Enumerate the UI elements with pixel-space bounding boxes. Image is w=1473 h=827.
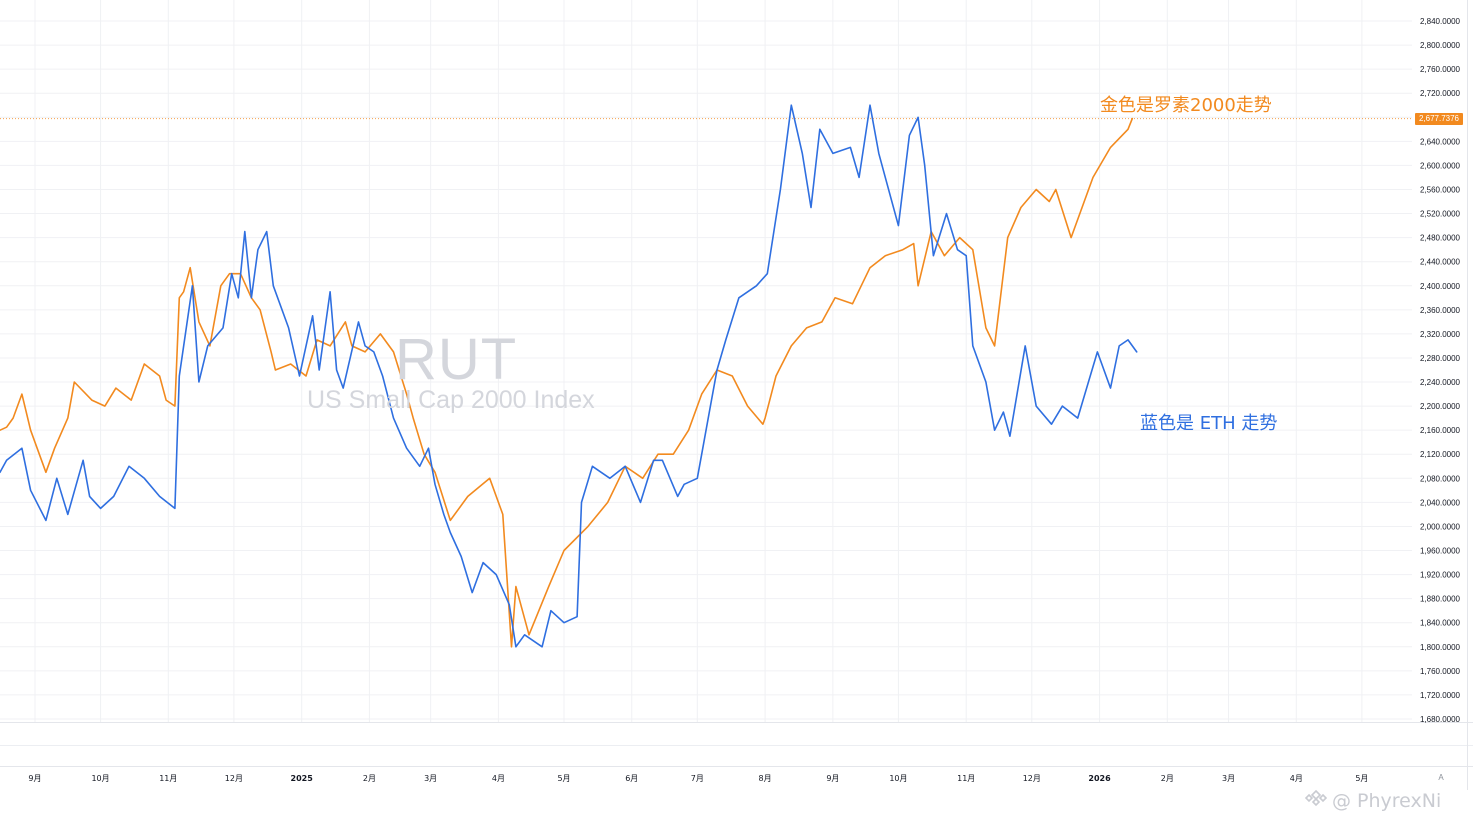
x-tick-label: 9月	[826, 774, 839, 783]
y-tick-label: 2,320.0000	[1420, 330, 1461, 339]
x-tick-label: 7月	[691, 774, 704, 783]
y-tick-label: 1,880.0000	[1420, 595, 1461, 604]
y-tick-label: 2,480.0000	[1420, 234, 1461, 243]
y-tick-label: 1,680.0000	[1420, 715, 1461, 724]
y-axis[interactable]: 2,840.0000 2,800.0000 2,760.0000 2,720.0000…	[1420, 17, 1461, 724]
x-tick-label: 11月	[159, 774, 177, 783]
y-tick-label: 1,840.0000	[1420, 619, 1461, 628]
auto-scale-button[interactable]: A	[1438, 773, 1444, 782]
x-tick-label: 4月	[492, 774, 505, 783]
x-tick-label: 2月	[1161, 774, 1174, 783]
x-tick-label: 5月	[1355, 774, 1368, 783]
y-tick-label: 1,760.0000	[1420, 667, 1461, 676]
y-tick-label: 2,760.0000	[1420, 65, 1461, 74]
y-tick-label: 2,520.0000	[1420, 210, 1461, 219]
y-tick-label: 1,920.0000	[1420, 571, 1461, 580]
x-tick-label: 9月	[28, 774, 41, 783]
x-tick-label: 6月	[625, 774, 638, 783]
y-tick-label: 2,440.0000	[1420, 258, 1461, 267]
x-tick-label: 12月	[1023, 774, 1041, 783]
y-tick-label: 2,840.0000	[1420, 17, 1461, 26]
y-tick-label: 2,400.0000	[1420, 282, 1461, 291]
watermark-description: US Small Cap 2000 Index	[307, 386, 595, 414]
x-tick-label: 8月	[759, 774, 772, 783]
y-tick-label: 2,360.0000	[1420, 306, 1461, 315]
y-tick-label: 2,120.0000	[1420, 450, 1461, 459]
signature-text: @ PhyrexNi	[1332, 790, 1442, 812]
x-tick-label: 2026	[1088, 774, 1111, 783]
x-tick-label: 11月	[957, 774, 975, 783]
y-tick-label: 2,000.0000	[1420, 522, 1461, 531]
x-tick-label: 12月	[225, 774, 243, 783]
y-tick-label: 2,560.0000	[1420, 185, 1461, 194]
y-tick-label: 2,800.0000	[1420, 41, 1461, 50]
x-tick-label: 2月	[363, 774, 376, 783]
x-tick-label: 10月	[91, 774, 109, 783]
series-layer	[0, 104, 1138, 648]
annotation-eth: 蓝色是 ETH 走势	[1140, 413, 1278, 434]
x-tick-label: 4月	[1290, 774, 1303, 783]
annotation-rut: 金色是罗素2000走势	[1100, 95, 1272, 116]
x-tick-label: 3月	[1222, 774, 1235, 783]
y-tick-label: 2,640.0000	[1420, 137, 1461, 146]
x-tick-label: 3月	[424, 774, 437, 783]
author-signature: @ PhyrexNi	[1304, 789, 1441, 812]
x-tick-label: 2025	[291, 774, 314, 783]
x-axis[interactable]: 9月 10月 11月 12月 2025 2月 3月 4月 5月 6月 7月 8月 9月 10月 11月 12月…	[28, 774, 1368, 783]
x-tick-label: 5月	[557, 774, 570, 783]
y-tick-label: 2,080.0000	[1420, 474, 1461, 483]
binance-square-logo-icon	[1304, 789, 1328, 812]
y-tick-label: 2,240.0000	[1420, 378, 1461, 387]
axis-frame	[0, 0, 1473, 790]
y-tick-label: 2,720.0000	[1420, 89, 1461, 98]
y-tick-label: 2,600.0000	[1420, 161, 1461, 170]
y-tick-label: 1,720.0000	[1420, 691, 1461, 700]
watermark-symbol: RUT	[395, 327, 518, 392]
x-tick-label: 10月	[889, 774, 907, 783]
y-tick-label: 2,280.0000	[1420, 354, 1461, 363]
y-tick-label: 1,800.0000	[1420, 643, 1461, 652]
y-tick-label: 2,160.0000	[1420, 426, 1461, 435]
rut-series-line	[0, 117, 1134, 648]
y-tick-label: 2,200.0000	[1420, 402, 1461, 411]
last-price-label: 2,677.7376	[1415, 112, 1463, 125]
eth-series-line	[0, 104, 1138, 648]
y-tick-label: 1,960.0000	[1420, 547, 1461, 556]
y-tick-label: 2,040.0000	[1420, 498, 1461, 507]
